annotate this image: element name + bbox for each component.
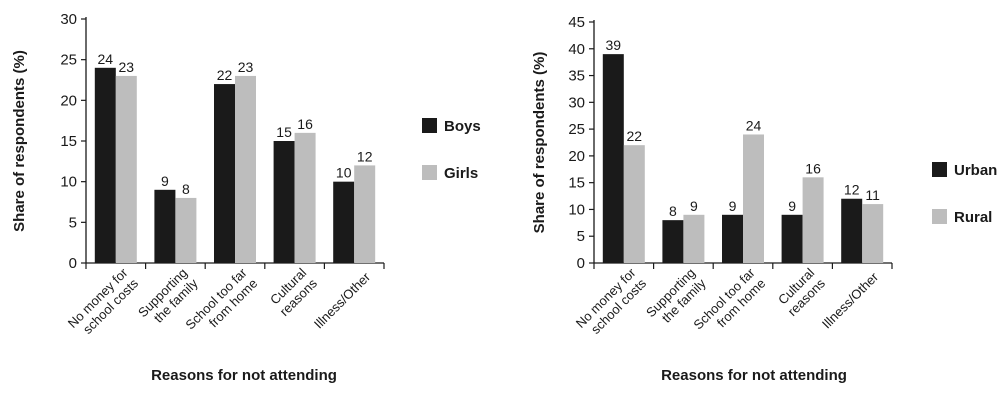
data-label: 23 bbox=[119, 59, 135, 75]
data-label: 16 bbox=[297, 116, 313, 132]
data-label: 24 bbox=[98, 51, 114, 67]
data-label: 8 bbox=[182, 181, 190, 197]
y-tick-label: 45 bbox=[568, 14, 585, 31]
legend-label-rural: Rural bbox=[954, 209, 992, 226]
bar-girls bbox=[175, 197, 197, 263]
bar-urban bbox=[722, 214, 743, 263]
data-label: 15 bbox=[276, 124, 292, 140]
bar-rural bbox=[802, 177, 824, 263]
y-tick-label: 25 bbox=[60, 52, 77, 69]
data-label: 10 bbox=[336, 165, 352, 181]
legend-label-girls: Girls bbox=[444, 165, 478, 182]
y-tick-label: 10 bbox=[60, 174, 77, 191]
legend-label-urban: Urban bbox=[954, 162, 997, 179]
data-label: 12 bbox=[844, 182, 860, 198]
legend-swatch-girls bbox=[422, 165, 437, 180]
y-tick-label: 30 bbox=[60, 11, 77, 28]
y-tick-label: 5 bbox=[69, 214, 77, 231]
x-tick-label: School too farfrom home bbox=[182, 265, 260, 343]
x-tick-label-line: Illness/Other bbox=[311, 269, 374, 332]
bar-girls bbox=[115, 75, 137, 263]
data-label: 9 bbox=[161, 173, 169, 189]
bar-girls bbox=[354, 165, 376, 263]
data-label: 8 bbox=[669, 203, 677, 219]
x-tick-label: School too farfrom home bbox=[690, 265, 768, 343]
legend-swatch-boys bbox=[422, 118, 437, 133]
legend-label-boys: Boys bbox=[444, 118, 481, 135]
y-tick-label: 0 bbox=[69, 255, 77, 272]
x-tick-label: No money forschool costs bbox=[65, 265, 142, 342]
x-tick-label-line: Illness/Other bbox=[819, 269, 882, 332]
x-tick-label: No money forschool costs bbox=[573, 265, 650, 342]
data-label: 22 bbox=[217, 67, 233, 83]
y-axis-label: Share of respondents (%) bbox=[11, 50, 28, 232]
data-label: 16 bbox=[805, 160, 821, 176]
x-axis-label: Reasons for not attending bbox=[151, 367, 337, 384]
y-tick-label: 5 bbox=[577, 228, 585, 245]
y-tick-label: 30 bbox=[568, 94, 585, 111]
y-tick-label: 20 bbox=[60, 92, 77, 109]
y-tick-label: 20 bbox=[568, 148, 585, 165]
bar-rural bbox=[623, 145, 645, 263]
bar-urban bbox=[781, 214, 803, 263]
x-tick-label: Culturalreasons bbox=[774, 265, 828, 319]
data-label: 39 bbox=[606, 37, 622, 53]
bar-boys bbox=[214, 84, 235, 263]
bar-urban bbox=[602, 54, 624, 264]
bar-boys bbox=[273, 141, 295, 263]
bar-girls bbox=[294, 132, 316, 263]
chart-2: 0 5 10 15 20 25 30 35 40 45 39 22 No money forschool… bbox=[531, 14, 997, 384]
data-label: 24 bbox=[746, 117, 762, 133]
y-tick-label: 10 bbox=[568, 201, 585, 218]
bar-boys bbox=[94, 67, 116, 263]
bar-urban bbox=[841, 198, 863, 263]
legend: Urban Rural bbox=[932, 162, 997, 226]
bar-rural bbox=[862, 204, 884, 263]
x-tick-label: Illness/Other bbox=[311, 269, 374, 332]
bar-rural bbox=[743, 134, 764, 263]
y-axis-label: Share of respondents (%) bbox=[531, 52, 548, 234]
data-label: 12 bbox=[357, 148, 373, 164]
y-tick-label: 15 bbox=[60, 133, 77, 150]
x-tick-label: Illness/Other bbox=[819, 269, 882, 332]
x-axis-label: Reasons for not attending bbox=[661, 367, 847, 384]
bar-boys bbox=[333, 181, 355, 263]
y-tick-label: 0 bbox=[577, 255, 585, 272]
data-label: 9 bbox=[788, 198, 796, 214]
data-label: 22 bbox=[627, 128, 643, 144]
x-tick-label: Culturalreasons bbox=[266, 265, 320, 319]
y-tick-label: 40 bbox=[568, 41, 585, 58]
y-tick-label: 35 bbox=[568, 68, 585, 85]
bar-boys bbox=[154, 189, 176, 263]
data-label: 11 bbox=[865, 187, 880, 203]
y-tick-label: 15 bbox=[568, 175, 585, 192]
bar-girls bbox=[235, 75, 256, 263]
y-tick-label: 25 bbox=[568, 121, 585, 138]
data-label: 9 bbox=[729, 198, 737, 214]
chart-1: 0 5 10 15 20 25 30 24 23 No money forschool costs… bbox=[11, 11, 481, 384]
legend-swatch-rural bbox=[932, 209, 947, 224]
data-label: 9 bbox=[690, 198, 698, 214]
data-label: 23 bbox=[238, 59, 254, 75]
bar-urban bbox=[662, 220, 684, 263]
legend: Boys Girls bbox=[422, 118, 481, 182]
bar-rural bbox=[683, 214, 705, 263]
legend-swatch-urban bbox=[932, 162, 947, 177]
